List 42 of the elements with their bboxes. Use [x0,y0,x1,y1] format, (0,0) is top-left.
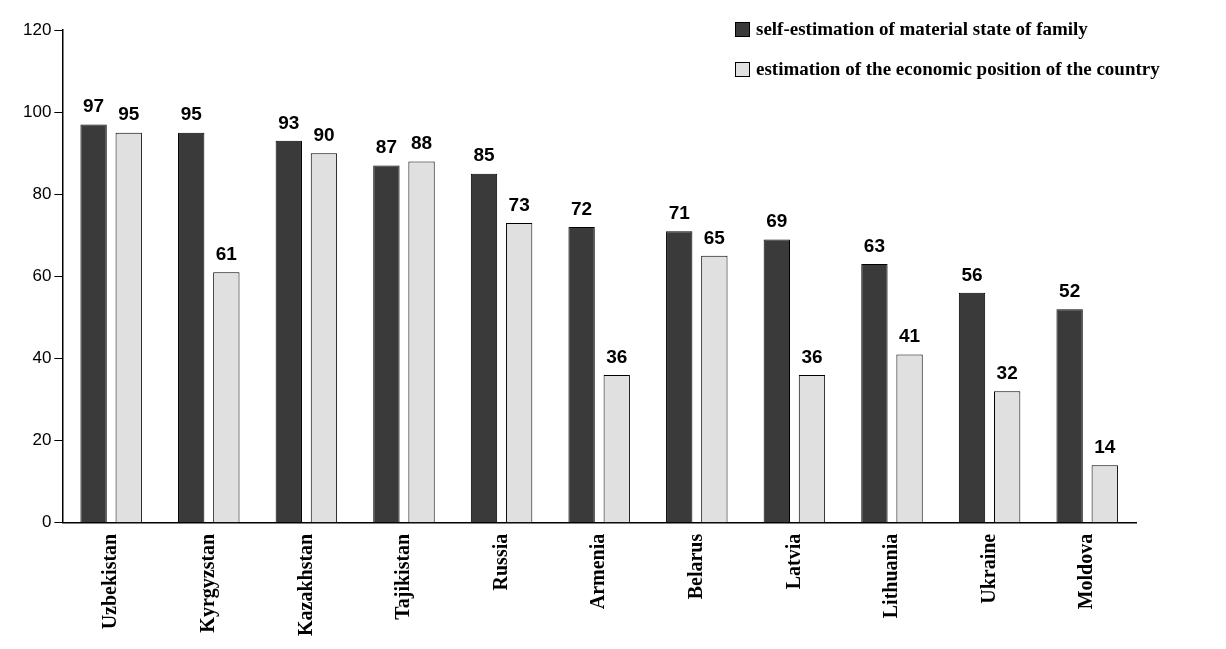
data-label: 56 [961,263,983,285]
data-label: 36 [606,345,628,367]
data-label: 32 [996,362,1018,384]
y-tick-label: 80 [32,183,52,203]
x-tick-label: Russia [488,533,511,591]
data-label: 61 [215,243,238,265]
data-label: 87 [375,136,397,158]
y-tick-label: 120 [22,19,52,39]
data-label: 65 [703,226,726,248]
x-tick-label: Tajikistan [391,533,415,620]
y-tick-label: 60 [32,266,52,286]
data-label: 73 [508,193,530,215]
x-tick-label: Lithuania [879,533,902,619]
x-tick-label: Uzbekistan [98,533,121,630]
x-tick-label: Armenia [586,533,609,610]
data-label: 41 [898,325,921,347]
legend-label: self-estimation of material state of family [756,18,1088,40]
y-tick-label: 0 [41,512,52,532]
data-label: 69 [766,210,788,232]
data-label: 88 [410,132,433,154]
x-tick-label: Belarus [683,533,706,600]
data-label: 36 [801,345,823,367]
x-tick-label: Ukraine [976,533,999,604]
data-label: 52 [1059,279,1081,301]
data-label: 71 [668,201,691,223]
x-tick-label: Moldova [1074,533,1097,610]
data-label: 63 [863,234,885,256]
data-label: 72 [571,197,593,219]
data-label: 95 [180,103,203,125]
data-label: 93 [278,111,300,133]
x-tick-label: Kazakhstan [293,533,316,636]
y-tick-label: 40 [32,348,52,368]
legend-label: estimation of the economic position of the country [756,58,1160,80]
data-label: 85 [473,144,496,166]
x-tick-label: Latvia [781,533,804,590]
y-tick-label: 100 [22,101,52,121]
y-tick-label: 20 [32,430,52,450]
data-label: 97 [83,95,105,117]
data-label: 14 [1094,436,1116,457]
data-label: 90 [313,123,335,145]
data-label: 95 [118,103,140,125]
x-tick-label: Kyrgyzstan [195,533,219,633]
